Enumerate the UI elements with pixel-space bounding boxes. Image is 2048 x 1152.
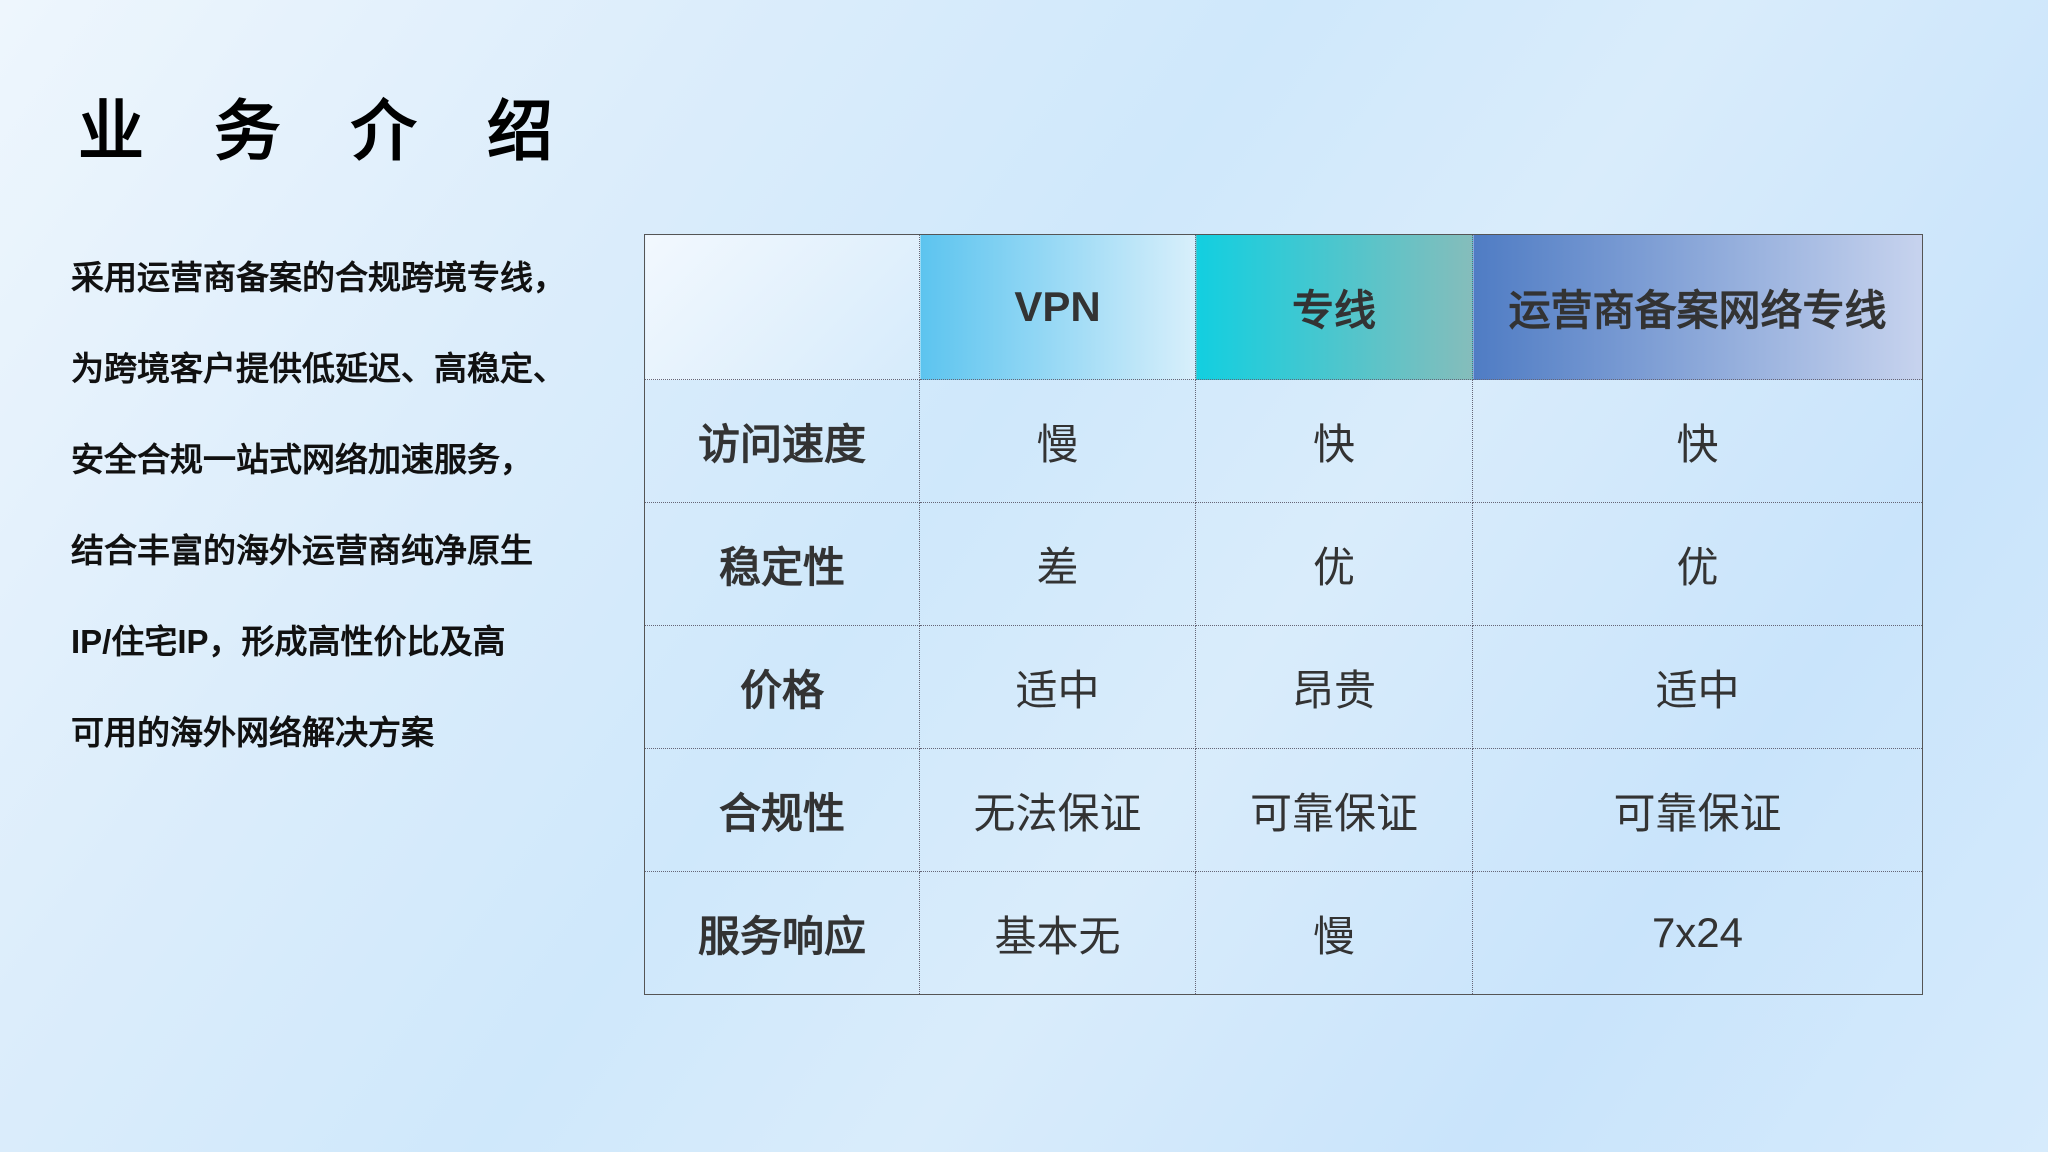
table-header-row: VPN 专线 运营商备案网络专线 [644, 234, 1923, 380]
header-vpn: VPN [919, 234, 1196, 380]
cell: 昂贵 [1195, 625, 1473, 749]
cell: 可靠保证 [1195, 748, 1473, 872]
intro-line: 为跨境客户提供低延迟、高稳定、 [71, 350, 566, 387]
row-label: 服务响应 [644, 871, 920, 995]
cell: 优 [1195, 502, 1473, 626]
header-empty [644, 234, 920, 380]
header-dedicated-line: 专线 [1195, 234, 1473, 380]
cell: 基本无 [919, 871, 1196, 995]
intro-line: IP/住宅IP，形成高性价比及高 [71, 623, 506, 660]
table-row: 稳定性 差 优 优 [644, 502, 1923, 626]
intro-line: 安全合规一站式网络加速服务， [71, 441, 533, 478]
comparison-table: VPN 专线 运营商备案网络专线 访问速度 慢 快 快 稳定性 差 优 优 价格… [644, 234, 1923, 995]
row-label: 合规性 [644, 748, 920, 872]
cell: 无法保证 [919, 748, 1196, 872]
table-row: 访问速度 慢 快 快 [644, 379, 1923, 503]
cell: 差 [919, 502, 1196, 626]
cell: 7x24 [1472, 871, 1923, 995]
intro-line: 可用的海外网络解决方案 [71, 714, 434, 751]
cell: 适中 [919, 625, 1196, 749]
header-carrier-line: 运营商备案网络专线 [1472, 234, 1923, 380]
table-row: 合规性 无法保证 可靠保证 可靠保证 [644, 748, 1923, 872]
cell: 慢 [919, 379, 1196, 503]
page-title: 业 务 介 绍 [78, 94, 580, 168]
intro-line: 结合丰富的海外运营商纯净原生 [71, 532, 533, 569]
row-label: 价格 [644, 625, 920, 749]
intro-line: 采用运营商备案的合规跨境专线， [71, 259, 566, 296]
row-label: 稳定性 [644, 502, 920, 626]
row-label: 访问速度 [644, 379, 920, 503]
intro-paragraph: 采用运营商备案的合规跨境专线， 为跨境客户提供低延迟、高稳定、 安全合规一站式网… [71, 232, 611, 778]
cell: 优 [1472, 502, 1923, 626]
table-row: 服务响应 基本无 慢 7x24 [644, 871, 1923, 995]
cell: 快 [1472, 379, 1923, 503]
cell: 慢 [1195, 871, 1473, 995]
cell: 可靠保证 [1472, 748, 1923, 872]
cell: 适中 [1472, 625, 1923, 749]
cell: 快 [1195, 379, 1473, 503]
table-row: 价格 适中 昂贵 适中 [644, 625, 1923, 749]
